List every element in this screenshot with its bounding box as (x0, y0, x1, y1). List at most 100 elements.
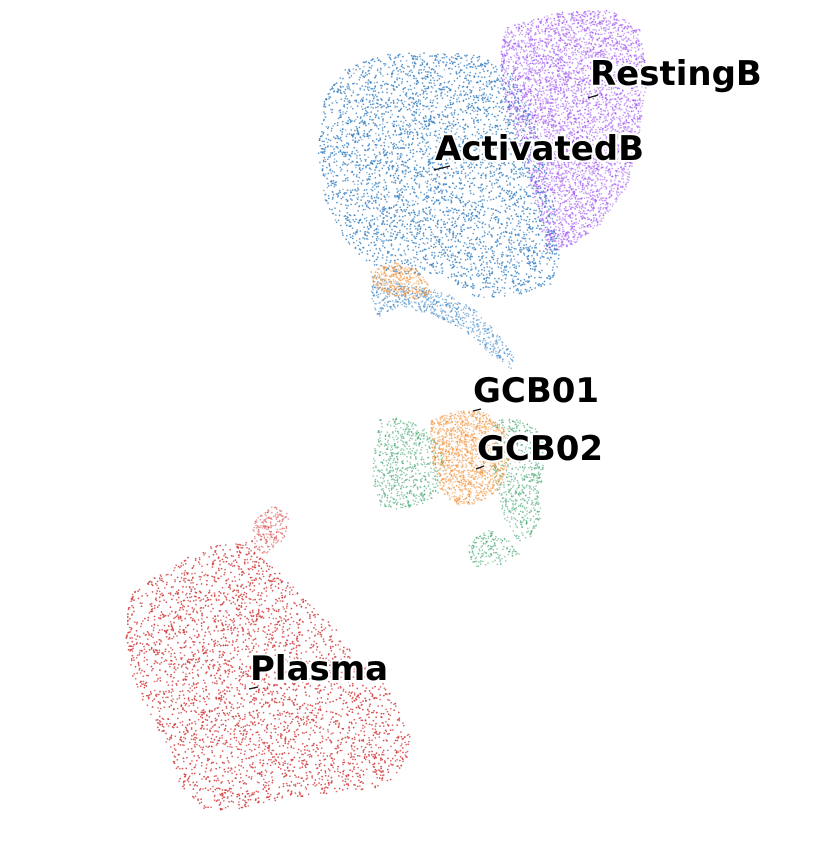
scatter-point (537, 204, 540, 206)
scatter-point (612, 27, 615, 30)
scatter-point (580, 88, 582, 90)
scatter-point (557, 233, 560, 236)
scatter-point (572, 178, 574, 181)
scatter-point (530, 20, 533, 22)
scatter-point (523, 86, 526, 88)
scatter-point (504, 54, 507, 57)
scatter-point (555, 41, 558, 44)
scatter-point (522, 136, 525, 138)
scatter-point (586, 113, 589, 116)
scatter-point (533, 52, 536, 55)
scatter-point (574, 121, 577, 123)
scatter-point (594, 121, 597, 123)
scatter-point (548, 246, 551, 249)
scatter-point (610, 114, 613, 117)
scatter-point (597, 100, 600, 103)
scatter-point (547, 34, 550, 36)
scatter-point (623, 171, 626, 173)
scatter-point (538, 48, 541, 50)
scatter-point (596, 98, 599, 101)
scatter-point (642, 99, 644, 102)
scatter-point (602, 113, 605, 116)
scatter-point (560, 180, 562, 182)
scatter-point (604, 183, 606, 185)
scatter-point (610, 125, 613, 128)
scatter-point (545, 102, 547, 105)
scatter-point (570, 27, 573, 30)
scatter-point (567, 13, 570, 15)
scatter-point (518, 109, 521, 111)
scatter-point (527, 108, 530, 111)
scatter-point (593, 117, 595, 120)
scatter-point (503, 35, 506, 38)
scatter-point (592, 202, 594, 204)
scatter-point (546, 46, 548, 48)
scatter-point (587, 15, 589, 17)
scatter-point (547, 116, 549, 119)
cluster-points-restingb (499, 9, 648, 251)
scatter-point (552, 88, 554, 90)
scatter-point (610, 188, 613, 190)
scatter-point (528, 73, 530, 75)
scatter-point (567, 107, 569, 110)
scatter-point (574, 234, 576, 236)
scatter-point (546, 114, 549, 117)
scatter-point (575, 67, 577, 69)
scatter-point (567, 234, 569, 236)
scatter-point (620, 185, 622, 188)
scatter-point (581, 188, 584, 191)
scatter-point (599, 33, 601, 36)
scatter-point (618, 19, 620, 22)
scatter-point (585, 41, 588, 44)
scatter-point (613, 109, 616, 111)
scatter-point (616, 184, 618, 187)
scatter-point (581, 118, 583, 121)
scatter-point (560, 184, 562, 186)
scatter-point (593, 124, 596, 126)
scatter-point (541, 48, 543, 51)
scatter-point (572, 11, 575, 14)
scatter-point (577, 110, 579, 112)
scatter-point (568, 70, 570, 73)
scatter-point (558, 229, 560, 232)
scatter-point (635, 40, 637, 42)
scatter-point (549, 34, 551, 37)
scatter-point (602, 208, 604, 210)
scatter-point (620, 124, 622, 127)
scatter-point (514, 79, 517, 82)
scatter-point (592, 120, 595, 123)
scatter-point (549, 217, 552, 219)
scatter-point (543, 58, 546, 60)
scatter-point (632, 37, 635, 39)
scatter-point (506, 108, 509, 111)
scatter-point (589, 210, 591, 212)
scatter-point (582, 224, 585, 226)
scatter-point (572, 58, 574, 61)
scatter-point (515, 62, 517, 65)
scatter-point (509, 47, 511, 50)
scatter-point (623, 95, 625, 97)
scatter-point (560, 92, 562, 95)
scatter-point (607, 42, 609, 44)
scatter-point (602, 217, 605, 219)
scatter-point (567, 24, 569, 26)
scatter-point (553, 228, 555, 230)
scatter-point (611, 175, 613, 178)
scatter-point (583, 88, 585, 91)
scatter-point (552, 50, 555, 53)
scatter-point (507, 64, 509, 67)
scatter-point (609, 190, 611, 193)
scatter-point (557, 103, 559, 106)
scatter-point (515, 27, 518, 29)
scatter-point (586, 32, 588, 35)
scatter-point (552, 56, 554, 59)
scatter-point (564, 122, 566, 125)
scatter-point (578, 126, 581, 128)
scatter-point (526, 27, 529, 30)
scatter-point (538, 85, 541, 87)
scatter-point (579, 44, 581, 46)
scatter-point (572, 172, 575, 174)
scatter-point (583, 79, 586, 81)
scatter-point (584, 57, 586, 59)
scatter-point (508, 33, 511, 35)
